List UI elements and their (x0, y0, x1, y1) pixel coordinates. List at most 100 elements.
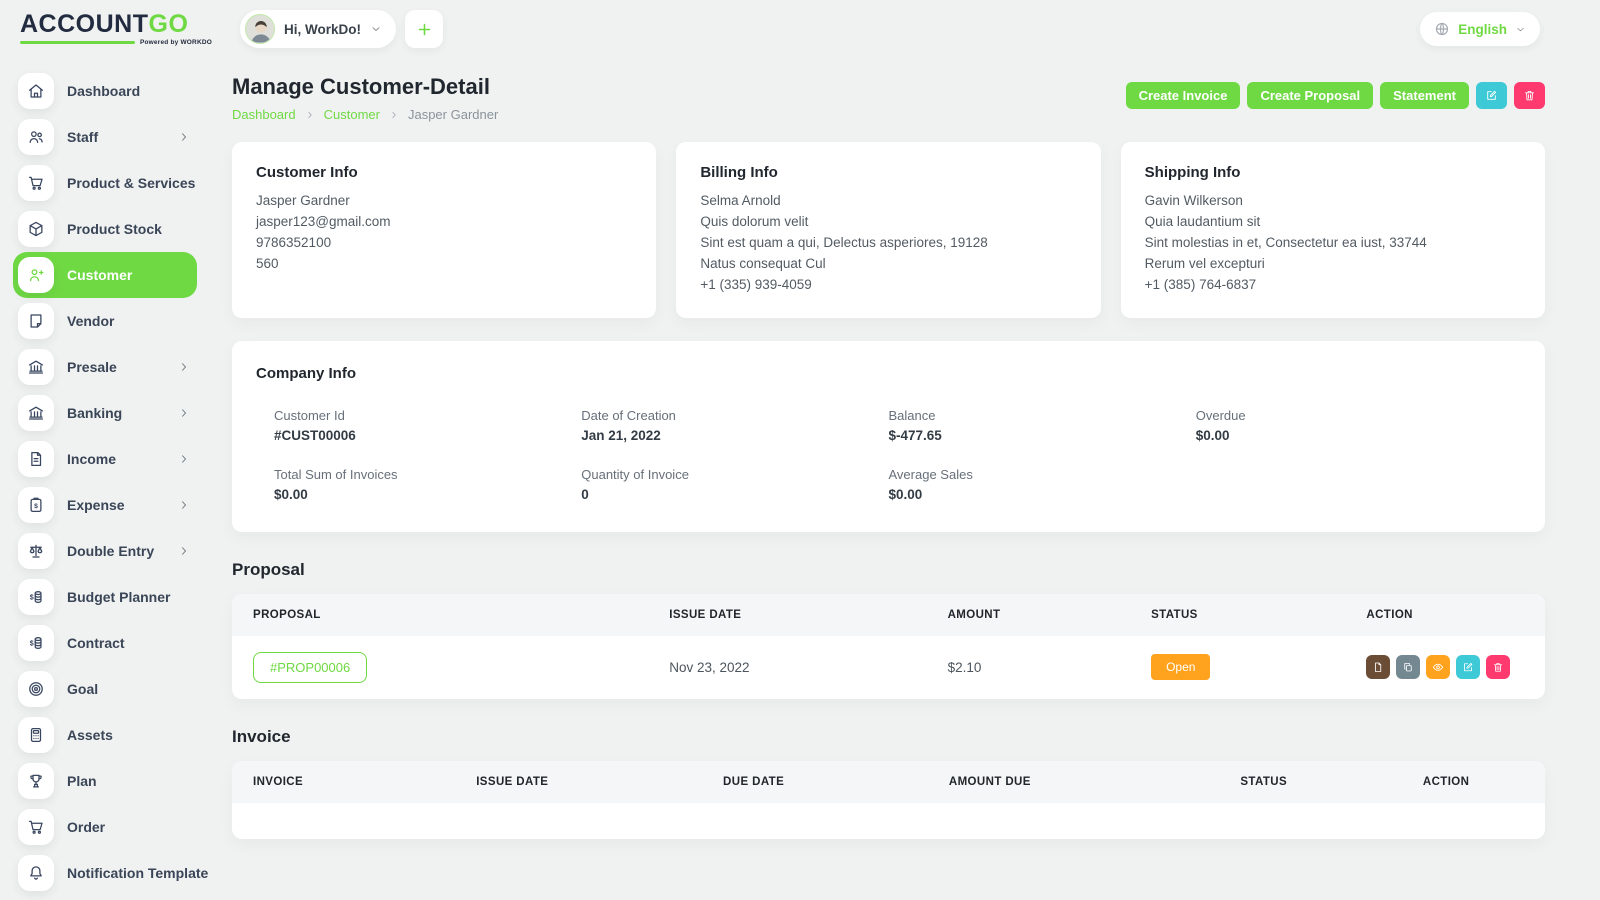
invoice-table-card: INVOICE ISSUE DATE DUE DATE AMOUNT DUE STATU… (232, 760, 1545, 839)
breadcrumb-separator (389, 110, 399, 120)
clipboard-dollar-icon: $ (30, 497, 42, 513)
globe-icon (1434, 21, 1450, 37)
logo-underline (20, 41, 135, 44)
sidebar-item-product-stock[interactable]: Product Stock (18, 206, 196, 252)
note-icon (30, 314, 42, 328)
sidebar-item-product-services[interactable]: Product & Services (18, 160, 196, 206)
chevron-right-icon (182, 455, 186, 463)
company-info-title: Company Info (256, 364, 356, 382)
brand-tagline-row: Powered by WORKDO (20, 39, 212, 46)
breadcrumb-dashboard[interactable]: Dashboard (232, 107, 296, 122)
coins-icon: $ (30, 637, 42, 649)
field-value: $0.00 (888, 486, 923, 502)
sidebar-item-label: Order (67, 819, 106, 835)
user-menu[interactable]: Hi, WorkDo! (240, 10, 396, 48)
invoice-table: INVOICE ISSUE DATE DUE DATE AMOUNT DUE STATU… (232, 760, 1545, 839)
shipping-info-line: Gavin Wilkerson (1144, 193, 1243, 208)
sidebar-item-customer[interactable]: Customer (13, 252, 197, 298)
sidebar-item-order[interactable]: Order (18, 804, 196, 850)
bank-icon (28, 406, 44, 420)
page-header: Manage Customer-Detail Dashboard Customer… (232, 74, 1545, 122)
sidebar-item-label: Contract (67, 635, 125, 651)
language-selector[interactable]: English (1420, 12, 1540, 46)
billing-info-line: Natus consequat Cul (700, 255, 826, 271)
sidebar-item-dashboard[interactable]: Dashboard (18, 68, 196, 114)
trash-action-button[interactable] (1486, 655, 1511, 680)
sidebar-item-staff[interactable]: Staff (18, 114, 196, 160)
field-value: 0 (581, 486, 589, 502)
add-button[interactable] (405, 10, 443, 48)
sidebar-item-plan[interactable]: Plan (18, 758, 196, 804)
cart-icon (28, 820, 43, 834)
shipping-info-title: Shipping Info (1144, 164, 1241, 181)
field-value: Jan 21, 2022 (581, 427, 661, 443)
avatar-image (246, 15, 274, 43)
field-value: #CUST00006 (274, 427, 356, 443)
sidebar-item-presale[interactable]: Presale (18, 344, 196, 390)
field-value: $0.00 (274, 486, 308, 502)
sidebar-item-label: Budget Planner (67, 589, 171, 605)
column-due-date: DUE DATE (723, 775, 785, 788)
calculator-icon (30, 727, 42, 743)
brand-tagline: Powered by WORKDO (139, 39, 212, 46)
field-value: $-477.65 (888, 427, 942, 443)
chevron-down-icon (1517, 27, 1524, 31)
billing-info-title: Billing Info (700, 164, 778, 181)
edit-button[interactable] (1476, 82, 1507, 109)
sidebar-item-budget-planner[interactable]: $ Budget Planner (18, 574, 196, 620)
sidebar-item-income[interactable]: Income (18, 436, 196, 482)
column-amount: AMOUNT (947, 608, 1001, 621)
create-invoice-button[interactable]: Create Invoice (1125, 82, 1241, 109)
customer-info-title: Customer Info (256, 164, 358, 181)
box-icon (29, 221, 43, 237)
customer-info-card: Customer Info Jasper Gardner jasper123@gma… (232, 142, 657, 318)
chevron-right-icon (178, 545, 190, 557)
company-field-average-sales: Average Sales $0.00 (889, 467, 1196, 502)
eye-action-button[interactable] (1426, 655, 1451, 680)
edit-icon (1464, 662, 1473, 672)
sidebar-item-banking[interactable]: Banking (18, 390, 196, 436)
sidebar-item-expense[interactable]: $ Expense (18, 482, 196, 528)
coins-icon-tile: $ (18, 579, 54, 615)
field-value: $0.00 (1195, 427, 1230, 443)
sidebar-item-goal[interactable]: Goal (18, 666, 196, 712)
sidebar-item-label: Notification Template (67, 865, 209, 881)
edit-action-button[interactable] (1456, 655, 1481, 680)
statement-button[interactable]: Statement (1380, 82, 1469, 109)
column-amount-due: AMOUNT DUE (948, 775, 1031, 788)
proposal-number-chip[interactable]: #PROP00006 (253, 651, 368, 683)
cart-icon-tile (18, 809, 54, 845)
company-field-quantity-of-invoice: Quantity of Invoice 0 (581, 467, 888, 502)
customer-info-line: jasper123@gmail.com (256, 213, 391, 229)
customer-info-line: 560 (256, 255, 279, 271)
breadcrumb-separator (305, 110, 315, 120)
breadcrumb-jasper-gardner: Jasper Gardner (407, 107, 499, 122)
target-icon (29, 682, 43, 696)
copy-action-button[interactable] (1396, 655, 1421, 680)
sidebar-item-vendor[interactable]: Vendor (18, 298, 196, 344)
field-label: Date of Creation (581, 407, 676, 423)
billing-info-line: Sint est quam a qui, Delectus asperiores… (700, 234, 988, 250)
chevron-right-icon (182, 133, 186, 141)
trash-button[interactable] (1514, 82, 1545, 109)
main-content: Manage Customer-Detail Dashboard Customer… (232, 58, 1545, 839)
chevron-right-icon (308, 111, 312, 118)
top-bar: ACCOUNTGO Powered by WORKDO Hi, WorkDo! … (0, 0, 1600, 58)
chevron-right-icon (178, 131, 190, 143)
file-action-button[interactable] (1366, 655, 1391, 680)
company-field-balance: Balance $-477.65 (889, 408, 1196, 443)
sidebar-item-label: Product Stock (67, 221, 162, 237)
note-icon-tile (18, 303, 54, 339)
users-icon-tile (18, 119, 54, 155)
clipboard-dollar-icon-tile: $ (18, 487, 54, 523)
status-badge: Open (1151, 654, 1211, 681)
sidebar-item-double-entry[interactable]: Double Entry (18, 528, 196, 574)
breadcrumb-customer[interactable]: Customer (323, 107, 380, 122)
table-header-row: INVOICE ISSUE DATE DUE DATE AMOUNT DUE STATU… (232, 760, 1545, 803)
create-proposal-button[interactable]: Create Proposal (1247, 82, 1374, 109)
sidebar-item-notification-template[interactable]: Notification Template (18, 850, 208, 896)
field-label: Overdue (1195, 407, 1246, 423)
brand-logo[interactable]: ACCOUNTGO Powered by WORKDO (20, 12, 212, 46)
sidebar-item-contract[interactable]: $ Contract (18, 620, 196, 666)
sidebar-item-assets[interactable]: Assets (18, 712, 196, 758)
